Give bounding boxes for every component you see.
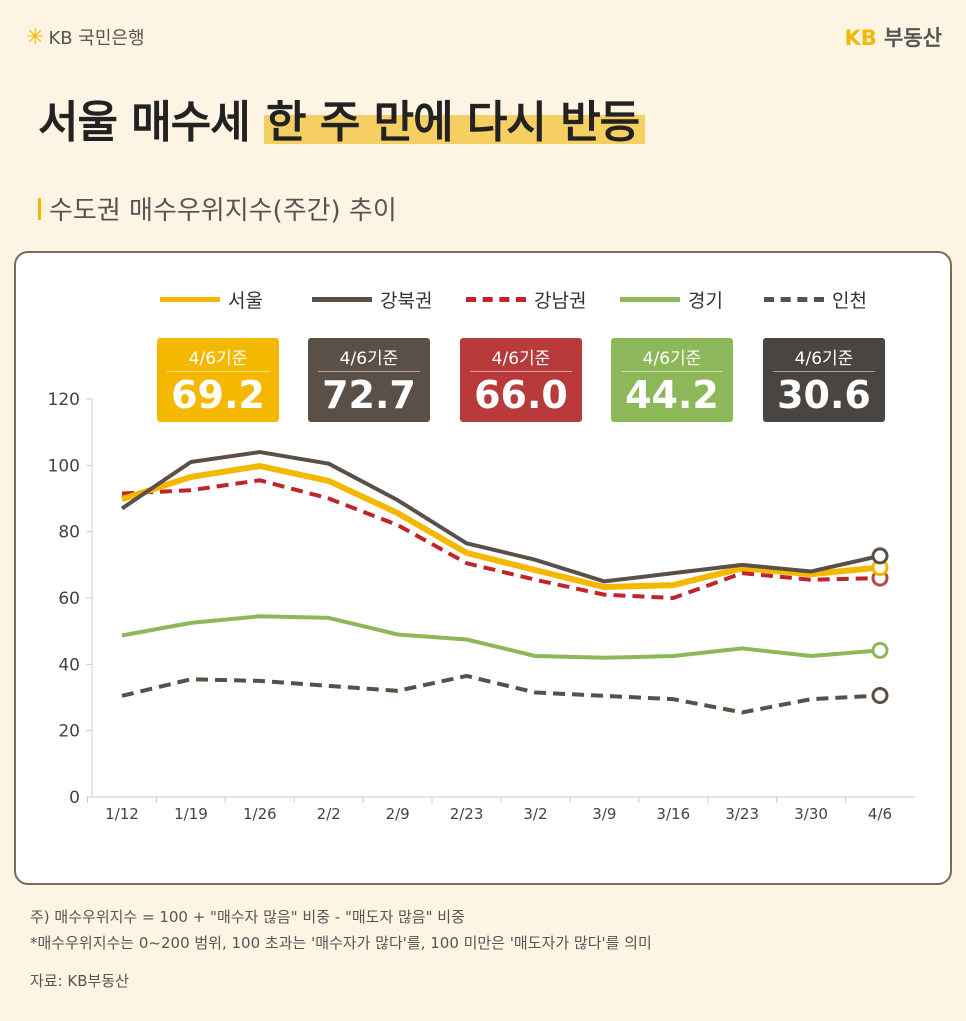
legend-swatch [160, 297, 220, 302]
logo-right-text: 부동산 [884, 26, 942, 50]
title-highlight: 한 주 만에 다시 반등 [264, 97, 646, 148]
series-line-경기 [121, 614, 881, 660]
source: 자료: KB부동산 [30, 972, 129, 990]
badge-value: 72.7 [322, 373, 416, 417]
last-point-marker [871, 641, 889, 659]
x-tick-label: 1/12 [105, 805, 139, 823]
badge-date: 4/6기준 [318, 344, 420, 372]
last-point-marker [871, 687, 889, 705]
badge-value: 44.2 [625, 373, 719, 417]
last-point-marker [871, 547, 889, 565]
legend-swatch [312, 297, 372, 302]
legend-label: 서울 [228, 290, 263, 312]
x-tick-label: 1/19 [174, 805, 208, 823]
x-tick-label: 2/2 [317, 805, 341, 823]
series-line-강북권 [120, 450, 881, 584]
badge-value: 66.0 [474, 373, 568, 417]
latest-value-badge: 4/6기준 30.6 [763, 338, 885, 422]
legend-item: 서울 [160, 286, 263, 313]
note-range: *매수우위지수는 0~200 범위, 100 초과는 '매수자가 많다'를, 1… [30, 934, 652, 952]
page-title: 서울 매수세 한 주 만에 다시 반등 [38, 86, 646, 150]
y-tick-label: 60 [58, 589, 80, 609]
legend-item: 강북권 [312, 286, 432, 313]
x-tick-label: 1/26 [243, 805, 277, 823]
kb-star-icon: ✳ [26, 24, 45, 50]
legend-label: 강북권 [380, 290, 433, 312]
series-line-강남권 [121, 478, 881, 600]
badge-date: 4/6기준 [167, 344, 269, 372]
note-formula: 주) 매수우위지수 = 100 + "매수자 많음" 비중 - "매도자 많음"… [30, 908, 465, 926]
logo-left-text: KB 국민은행 [48, 28, 145, 49]
series-line-서울 [121, 462, 881, 591]
x-tick-label: 3/9 [592, 805, 616, 823]
y-tick-label: 120 [48, 390, 80, 410]
x-tick-label: 3/30 [794, 805, 828, 823]
badge-date: 4/6기준 [470, 344, 572, 372]
kb-kookmin-logo: ✳ KB 국민은행 [26, 24, 145, 50]
x-tick-label: 2/23 [450, 805, 484, 823]
y-tick-label: 40 [58, 655, 80, 675]
title-part1: 서울 매수세 [38, 97, 251, 148]
chart-subtitle: 수도권 매수우위지수(주간) 추이 [38, 190, 397, 227]
y-tick-label: 100 [48, 456, 80, 476]
series-line-인천 [121, 673, 881, 715]
latest-value-badge: 4/6기준 69.2 [157, 338, 279, 422]
legend-item: 인천 [764, 286, 867, 313]
badge-value: 30.6 [777, 373, 871, 417]
legend-label: 인천 [832, 290, 867, 312]
latest-value-badge: 4/6기준 44.2 [611, 338, 733, 422]
legend-label: 경기 [688, 290, 723, 312]
badge-date: 4/6기준 [773, 344, 875, 372]
kb-realestate-logo: KB 부동산 [844, 22, 942, 52]
x-tick-label: 3/23 [725, 805, 759, 823]
x-tick-label: 3/16 [656, 805, 690, 823]
x-tick-label: 2/9 [386, 805, 410, 823]
latest-value-badge: 4/6기준 66.0 [460, 338, 582, 422]
legend-item: 경기 [620, 286, 723, 313]
x-tick-label: 4/6 [868, 805, 892, 823]
badge-value: 69.2 [171, 373, 265, 417]
y-tick-label: 80 [58, 523, 80, 543]
legend-item: 강남권 [466, 286, 586, 313]
latest-value-badge: 4/6기준 72.7 [308, 338, 430, 422]
y-tick-label: 0 [69, 788, 80, 808]
subtitle-bar [38, 197, 41, 220]
subtitle-text: 수도권 매수우위지수(주간) 추이 [49, 196, 397, 226]
x-tick-label: 3/2 [523, 805, 547, 823]
legend-swatch [764, 297, 824, 302]
legend-swatch [466, 297, 526, 302]
logo-kb: KB [844, 26, 877, 50]
legend-label: 강남권 [534, 290, 587, 312]
legend-swatch [620, 297, 680, 302]
y-tick-label: 20 [58, 722, 80, 742]
badge-date: 4/6기준 [621, 344, 723, 372]
